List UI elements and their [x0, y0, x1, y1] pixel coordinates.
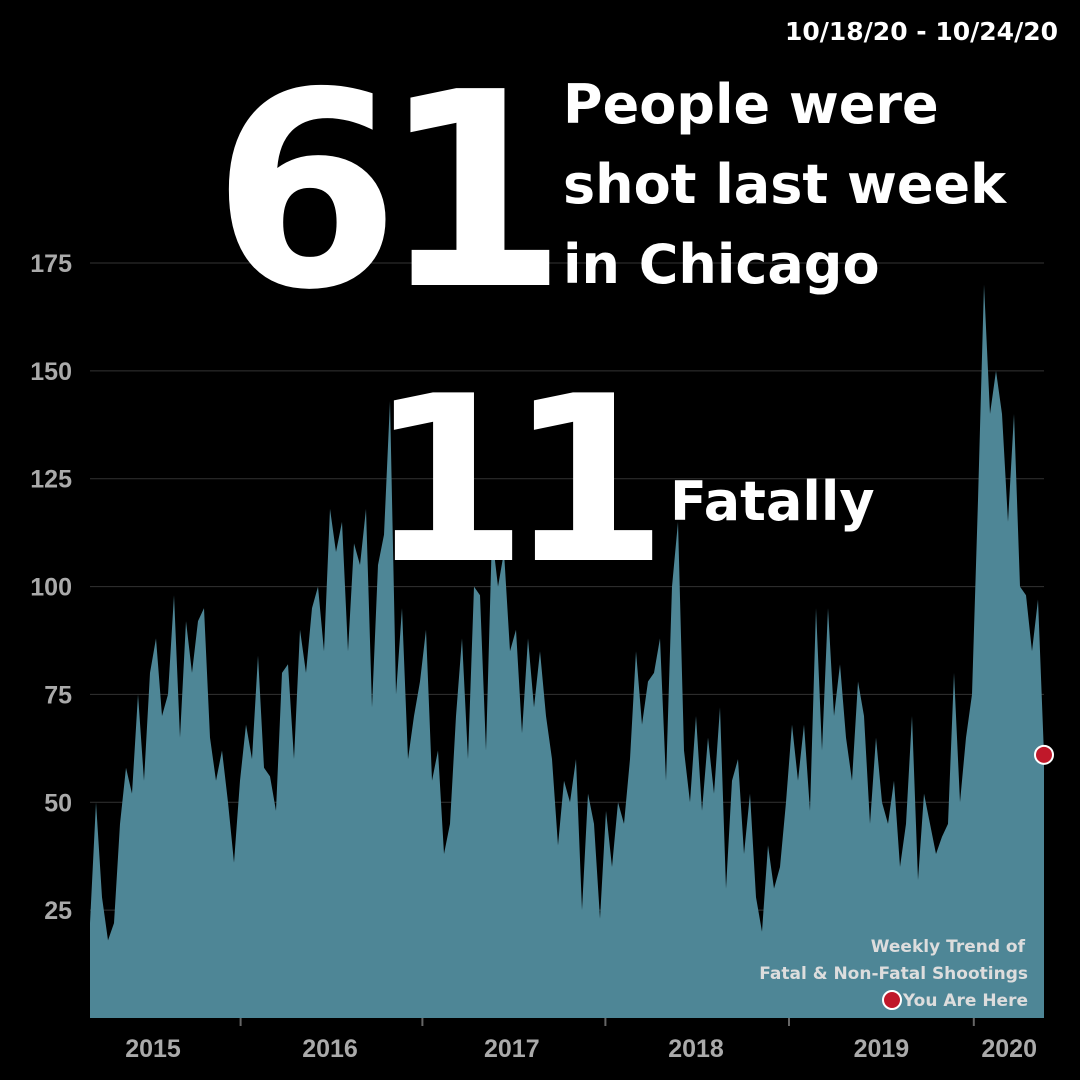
total-text: in Chicago — [563, 233, 880, 296]
current-marker — [1034, 744, 1054, 765]
y-tick-label: 25 — [44, 897, 72, 925]
legend-label: You Are Here — [902, 991, 1028, 1011]
y-tick-label: 50 — [44, 789, 72, 817]
fatal-number: 11 — [368, 348, 653, 615]
legend-marker — [882, 990, 902, 1010]
legend-title: Fatal & Non-Fatal Shootings — [759, 964, 1028, 984]
x-tick-label: 2015 — [125, 1035, 181, 1063]
y-tick-label: 150 — [30, 358, 72, 386]
y-tick-label: 175 — [30, 250, 72, 278]
x-tick-label: 2016 — [302, 1035, 358, 1063]
total-text: shot last week — [563, 153, 1007, 216]
fatal-text: Fatally — [670, 470, 875, 533]
date-range: 10/18/20 - 10/24/20 — [785, 17, 1058, 46]
y-tick-label: 125 — [30, 466, 72, 494]
x-tick-label: 2019 — [854, 1035, 910, 1063]
y-tick-label: 75 — [44, 681, 72, 709]
x-tick-label: 2018 — [668, 1035, 724, 1063]
x-tick-label: 2017 — [484, 1035, 540, 1063]
area — [90, 284, 1044, 1019]
y-tick-label: 100 — [30, 574, 72, 602]
total-number: 61 — [212, 34, 553, 349]
total-text: People were — [563, 73, 939, 136]
legend-title: Weekly Trend of — [871, 937, 1026, 957]
x-tick-label: 2020 — [981, 1035, 1037, 1063]
